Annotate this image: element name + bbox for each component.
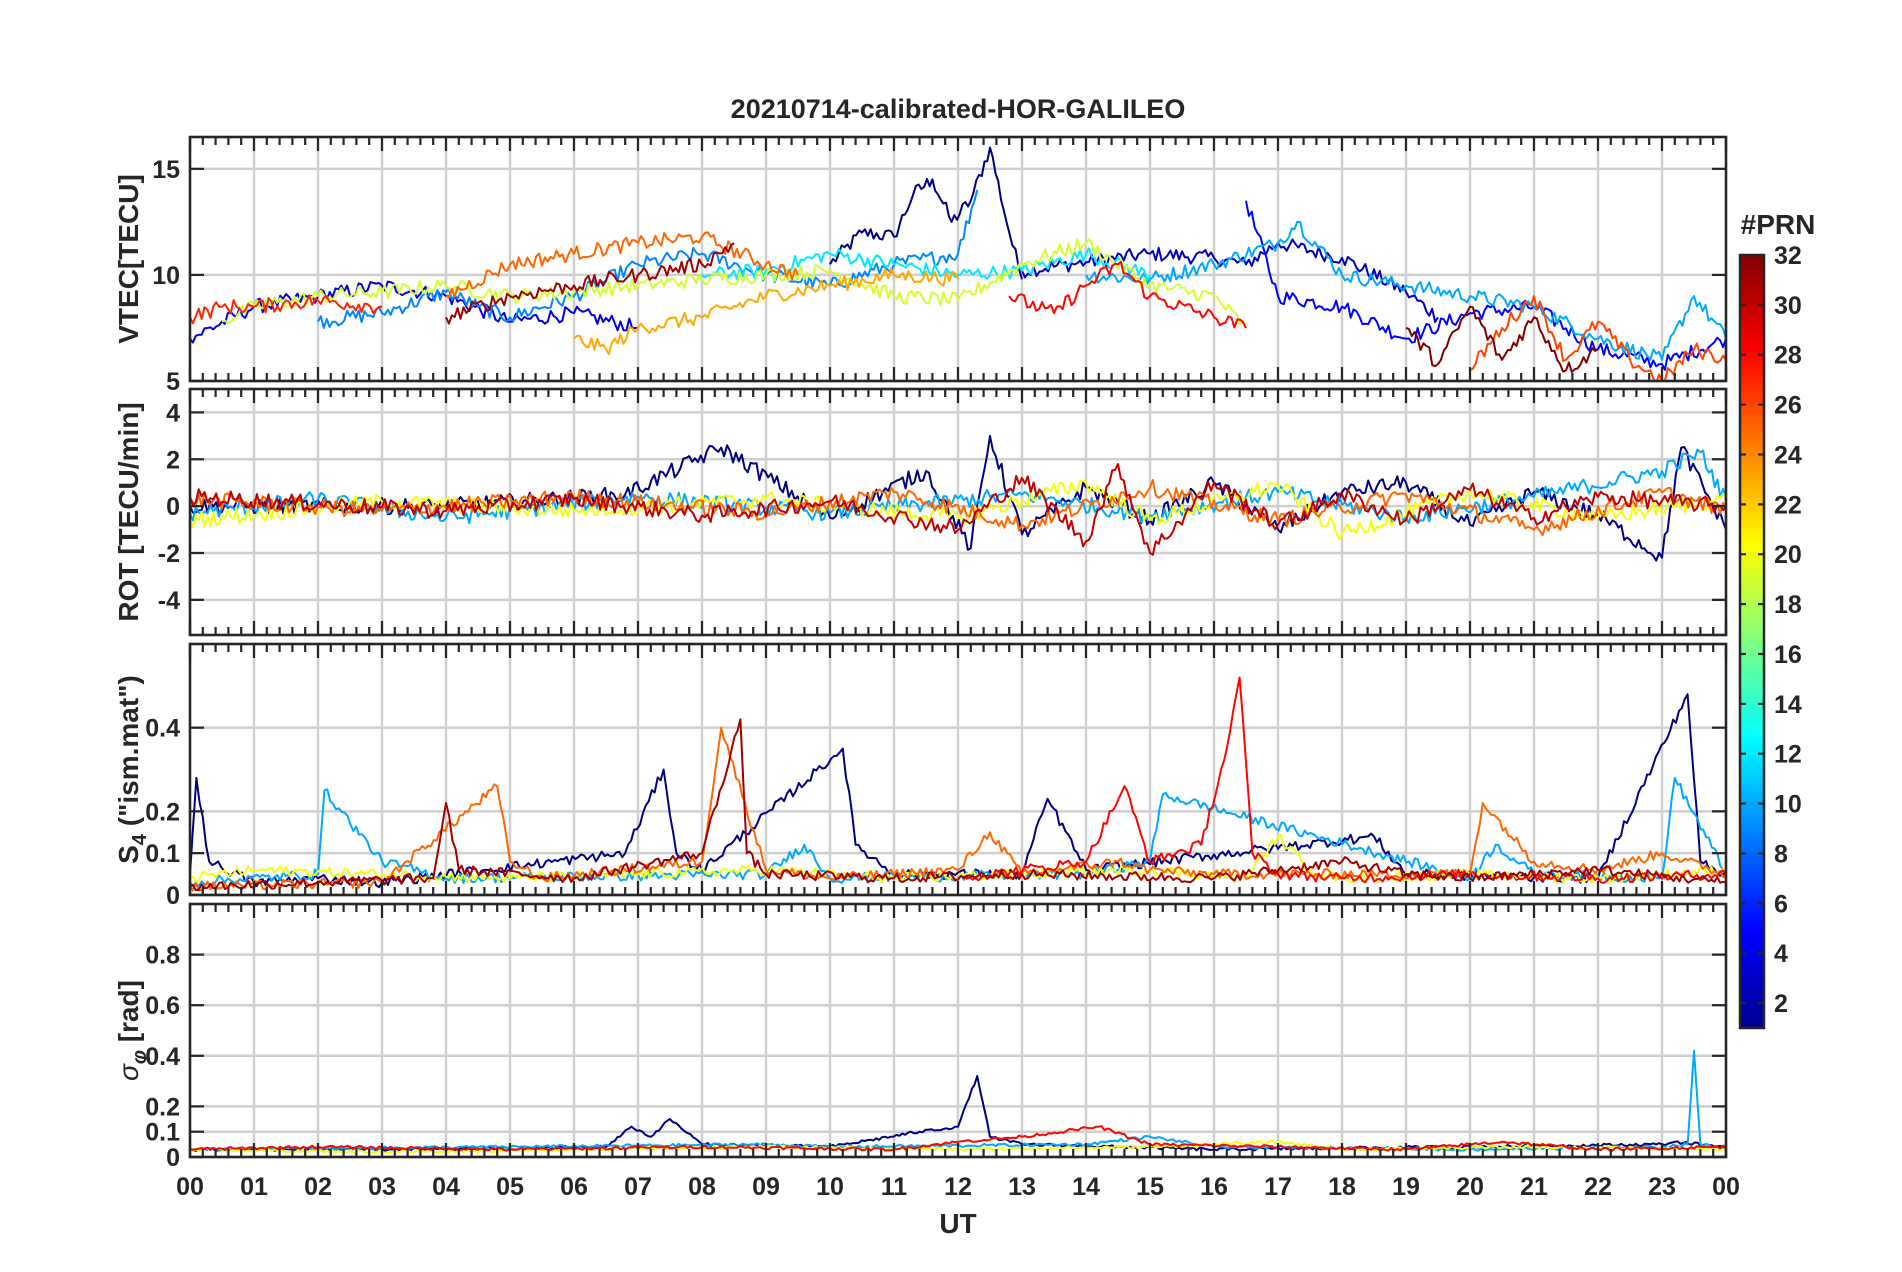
- x-tick-label: 14: [1072, 1173, 1100, 1201]
- colorbar-tick-label: 18: [1774, 591, 1802, 619]
- colorbar-tick-label: 2: [1774, 990, 1788, 1018]
- x-tick-label: 20: [1456, 1173, 1484, 1201]
- x-tick-label: 00: [176, 1173, 204, 1201]
- x-tick-label: 18: [1328, 1173, 1356, 1201]
- chart-title: 20210714-calibrated-HOR-GALILEO: [731, 94, 1186, 124]
- panel-rot: -4 -2 0 2 4 ROT [TECU/min]: [113, 387, 1728, 637]
- colorbar-tick-label: 8: [1774, 840, 1788, 868]
- colorbar: #PRN 32 30 28 26 24 22 20 18 16 14 12 10 8 6 4 2: [1738, 209, 1816, 1030]
- rot-y-tick-label: -4: [158, 587, 180, 615]
- s4-series-group: [190, 676, 1726, 892]
- x-tick-label: 23: [1648, 1173, 1676, 1201]
- sigma_phi-y-tick-label: 0.4: [145, 1043, 180, 1071]
- s4-series-prn-31: [190, 718, 1726, 891]
- x-tick-label: 15: [1136, 1173, 1164, 1201]
- s4-y-tick-label: 0.1: [145, 840, 180, 868]
- panel-s4: 0 0.1 0.2 0.4S4 ("ism.mat"): [113, 642, 1728, 910]
- vtec-y-tick-label: 10: [152, 262, 180, 290]
- x-tick-label: 21: [1520, 1173, 1548, 1201]
- colorbar-tick-label: 16: [1774, 641, 1802, 669]
- vtec-y-tick-label: 5: [166, 368, 180, 396]
- x-tick-label: 07: [624, 1173, 652, 1201]
- s4-y-axis-label: S4 ("ism.mat"): [113, 675, 151, 864]
- rot-y-tick-label: 2: [166, 446, 180, 474]
- vtec-series-prn-25: [445, 231, 799, 299]
- vtec-series-prn-26: [1469, 295, 1726, 381]
- rot-series-prn-25: [190, 479, 1726, 537]
- colorbar-tick-label: 12: [1774, 741, 1802, 769]
- colorbar-tick-label: 6: [1774, 890, 1788, 918]
- s4-y-tick-label: 0.4: [145, 715, 180, 743]
- vtec-series-prn-23: [573, 267, 959, 356]
- sigma_phi-y-tick-label: 0.8: [145, 942, 180, 970]
- vtec-series-prn-32: [1405, 305, 1599, 374]
- x-tick-label: 19: [1392, 1173, 1420, 1201]
- colorbar-gradient: [1738, 253, 1766, 1030]
- colorbar-tick-label: 32: [1774, 242, 1802, 270]
- vtec-series-prn-28: [1008, 260, 1247, 329]
- rot-series-prn-30: [190, 463, 1726, 556]
- s4-series-prn-28: [957, 676, 1726, 884]
- rot-y-tick-label: -2: [158, 540, 180, 568]
- vtec-series-prn-3: [1021, 238, 1439, 323]
- colorbar-label: #PRN: [1741, 209, 1816, 240]
- panel-sigma_phi: 00.10.2 0.4 0.6 0.8 σφ [rad]: [113, 902, 1728, 1172]
- s4-y-tick-label: 0: [166, 882, 180, 910]
- x-tick-label: 13: [1008, 1173, 1036, 1201]
- vtec-series-prn-9: [317, 189, 979, 329]
- vtec-series-prn-1: [829, 146, 1023, 280]
- colorbar-tick-label: 14: [1774, 691, 1802, 719]
- x-tick-label: 17: [1264, 1173, 1292, 1201]
- sigma_phi-y-tick-label: 0.6: [145, 992, 180, 1020]
- x-tick-label: 08: [688, 1173, 716, 1201]
- rot-y-tick-label: 4: [166, 399, 180, 427]
- colorbar-tick-label: 20: [1774, 541, 1802, 569]
- x-tick-label: 10: [816, 1173, 844, 1201]
- vtec-y-tick-label: 15: [152, 156, 180, 184]
- panel-vtec: 5 10 15 VTEC[TECU]: [113, 135, 1728, 396]
- vtec-series-prn-5: [1245, 200, 1726, 371]
- colorbar-tick-label: 10: [1774, 791, 1802, 819]
- vtec-series-prn-12: [701, 247, 1151, 282]
- rot-series-prn-20: [190, 479, 1726, 541]
- x-tick-label: 01: [240, 1173, 268, 1201]
- colorbar-tick-label: 22: [1774, 491, 1802, 519]
- x-tick-label: 02: [304, 1173, 332, 1201]
- x-axis-label: UT: [939, 1208, 976, 1239]
- vtec-series-prn-31: [445, 242, 735, 325]
- colorbar-tick-label: 28: [1774, 342, 1802, 370]
- vtec-y-axis-label: VTEC[TECU]: [113, 174, 144, 344]
- s4-y-tick-label: 0.2: [145, 798, 180, 826]
- vtec-series-prn-19: [221, 238, 1247, 329]
- x-tick-label: 12: [944, 1173, 972, 1201]
- colorbar-tick-label: 4: [1774, 940, 1788, 968]
- sigma_phi-y-tick-label: 0: [166, 1144, 180, 1172]
- vtec-series-prn-27: [190, 294, 383, 325]
- colorbar-tick-label: 30: [1774, 292, 1802, 320]
- vtec-series-group: [190, 146, 1726, 381]
- x-tick-label: 03: [368, 1173, 396, 1201]
- x-tick-label: 00: [1712, 1173, 1740, 1201]
- colorbar-tick-label: 26: [1774, 392, 1802, 420]
- x-tick-label: 09: [752, 1173, 780, 1201]
- x-tick-label: 04: [432, 1173, 460, 1201]
- sigma_phi-y-tick-label: 0.1: [145, 1119, 180, 1147]
- s4-series-prn-1: [190, 693, 1726, 889]
- rot-y-axis-label: ROT [TECU/min]: [113, 402, 144, 621]
- rot-y-tick-label: 0: [166, 493, 180, 521]
- x-tick-label: 06: [560, 1173, 588, 1201]
- x-tick-label: 22: [1584, 1173, 1612, 1201]
- sigma_phi-y-axis-label: σφ [rad]: [113, 980, 151, 1081]
- rot-series-group: [190, 434, 1726, 562]
- rot-series-prn-10: [190, 448, 1726, 525]
- colorbar-tick-label: 24: [1774, 441, 1802, 469]
- x-tick-label: 05: [496, 1173, 524, 1201]
- x-tick-label: 11: [881, 1173, 908, 1201]
- x-tick-label: 16: [1200, 1173, 1228, 1201]
- sigma_phi-y-tick-label: 0.2: [145, 1093, 180, 1121]
